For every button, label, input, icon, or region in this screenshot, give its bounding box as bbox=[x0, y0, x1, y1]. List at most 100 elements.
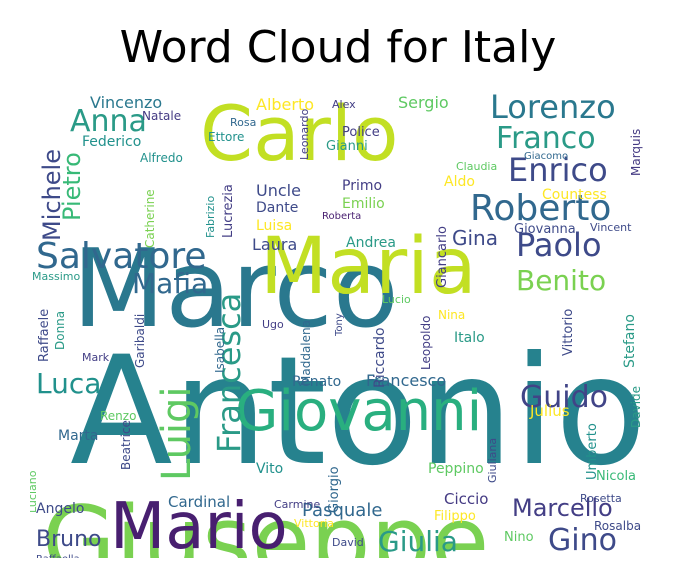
chart-title: Word Cloud for Italy bbox=[119, 22, 557, 73]
word-federico: Federico bbox=[82, 134, 141, 150]
word-luciano: Luciano bbox=[30, 470, 39, 513]
word-paolo: Paolo bbox=[516, 226, 602, 264]
word-cardinal: Cardinal bbox=[168, 493, 230, 511]
word-salvatore: Salvatore bbox=[36, 236, 207, 277]
word-lucio: Lucio bbox=[382, 293, 411, 306]
word-mario: Mario bbox=[110, 490, 288, 558]
word-ugo: Ugo bbox=[262, 318, 284, 331]
word-alfredo: Alfredo bbox=[140, 151, 183, 165]
word-giovanni: Giovanni bbox=[235, 379, 482, 444]
word-vincenzo: Vincenzo bbox=[90, 93, 162, 112]
word-carmine: Carmine bbox=[274, 498, 320, 511]
word-david: David bbox=[332, 536, 364, 549]
word-vittorio: Vittorio bbox=[561, 309, 576, 356]
word-marquis: Marquis bbox=[629, 129, 643, 176]
word-gianni: Gianni bbox=[326, 139, 368, 154]
word-sergio: Sergio bbox=[398, 93, 449, 112]
word-filippo: Filippo bbox=[434, 509, 476, 524]
word-italo: Italo bbox=[454, 330, 485, 346]
word-cloud: Antonio Giuseppe Marco Maria Carlo Mario Giova… bbox=[30, 88, 648, 558]
word-benito: Benito bbox=[516, 264, 606, 297]
word-antonio: Antonio bbox=[70, 325, 647, 499]
word-uncle: Uncle bbox=[256, 181, 301, 200]
word-guido: Guido bbox=[520, 380, 608, 415]
word-marcello: Marcello bbox=[512, 494, 613, 522]
word-pietro: Pietro bbox=[58, 152, 86, 221]
word-davide: Davide bbox=[629, 386, 643, 428]
word-catherine: Catherine bbox=[143, 189, 157, 248]
word-leonardo: Leonardo bbox=[298, 109, 311, 160]
word-renato: Renato bbox=[292, 374, 341, 390]
word-nina: Nina bbox=[438, 308, 465, 322]
word-roberto: Roberto bbox=[470, 188, 611, 229]
word-ciccio: Ciccio bbox=[444, 490, 488, 508]
word-lorenzo: Lorenzo bbox=[490, 88, 616, 126]
word-natale: Natale bbox=[142, 109, 181, 123]
word-giuliana: Giuliana bbox=[486, 438, 499, 483]
word-peppino: Peppino bbox=[428, 461, 484, 477]
word-ettore: Ettore bbox=[208, 130, 244, 144]
word-mark: Mark bbox=[82, 351, 110, 364]
word-francesco: Francesco bbox=[366, 371, 446, 390]
word-dante: Dante bbox=[256, 200, 298, 216]
word-fabrizio: Fabrizio bbox=[204, 196, 217, 238]
word-alberto: Alberto bbox=[256, 95, 314, 114]
word-gino: Gino bbox=[548, 523, 617, 558]
word-giovanna: Giovanna bbox=[514, 222, 576, 237]
word-aldo: Aldo bbox=[444, 174, 475, 190]
word-tony: Tony bbox=[334, 313, 345, 337]
word-gina: Gina bbox=[452, 226, 498, 250]
word-laura: Laura bbox=[252, 235, 297, 254]
word-vincent: Vincent bbox=[590, 221, 632, 234]
word-stefano: Stefano bbox=[622, 314, 638, 368]
word-giorgio: Giorgio bbox=[327, 466, 342, 513]
word-michele: Michele bbox=[38, 149, 66, 241]
word-anna: Anna bbox=[70, 104, 147, 139]
word-franco: Franco bbox=[496, 121, 596, 156]
word-marco: Marco bbox=[72, 227, 399, 352]
word-luca: Luca bbox=[36, 367, 101, 400]
word-nicola: Nicola bbox=[596, 469, 636, 484]
word-massimo: Massimo bbox=[32, 270, 80, 283]
word-garibaldi: Garibaldi bbox=[133, 314, 147, 368]
word-maddalena: Maddalena bbox=[299, 320, 313, 386]
word-marta: Marta bbox=[58, 428, 98, 444]
word-raffaele: Raffaele bbox=[37, 309, 52, 362]
word-bruno: Bruno bbox=[36, 527, 101, 552]
word-emilio: Emilio bbox=[342, 196, 385, 212]
word-raffaella: Raffaella bbox=[36, 554, 80, 558]
word-nino: Nino bbox=[504, 530, 534, 545]
word-luigi: Luigi bbox=[154, 386, 200, 481]
word-giulia: Giulia bbox=[378, 525, 458, 558]
word-andrea: Andrea bbox=[346, 235, 396, 251]
word-donna: Donna bbox=[53, 311, 67, 350]
word-claudia: Claudia bbox=[456, 160, 497, 173]
word-vittoria: Vittoria bbox=[294, 517, 334, 530]
word-giancarlo: Giancarlo bbox=[435, 226, 450, 288]
word-rosalba: Rosalba bbox=[594, 519, 641, 533]
word-giacomo: Giacomo bbox=[524, 151, 568, 162]
word-countess: Countess bbox=[542, 187, 607, 203]
word-pasquale: Pasquale bbox=[302, 500, 382, 521]
word-carlo: Carlo bbox=[200, 89, 399, 178]
word-primo: Primo bbox=[342, 178, 382, 194]
word-rosetta: Rosetta bbox=[580, 492, 622, 505]
word-renzo: Renzo bbox=[100, 409, 136, 423]
word-julius: Julius bbox=[529, 402, 570, 420]
word-rosa: Rosa bbox=[230, 116, 256, 129]
word-maria: Maria bbox=[260, 222, 477, 312]
word-isabella: Isabella bbox=[213, 327, 227, 373]
word-beatrice: Beatrice bbox=[119, 420, 133, 470]
word-vito: Vito bbox=[256, 461, 283, 477]
word-mafia: Mafia bbox=[132, 267, 208, 300]
word-luisa: Luisa bbox=[256, 218, 292, 234]
word-alex: Alex bbox=[332, 98, 356, 111]
word-riccardo: Riccardo bbox=[372, 327, 388, 388]
word-francesca: Francesca bbox=[210, 293, 248, 453]
word-leopoldo: Leopoldo bbox=[419, 316, 433, 370]
word-roberta: Roberta bbox=[322, 211, 361, 222]
word-police: Police bbox=[342, 125, 380, 140]
word-angelo: Angelo bbox=[36, 501, 84, 517]
word-enrico: Enrico bbox=[508, 151, 608, 189]
